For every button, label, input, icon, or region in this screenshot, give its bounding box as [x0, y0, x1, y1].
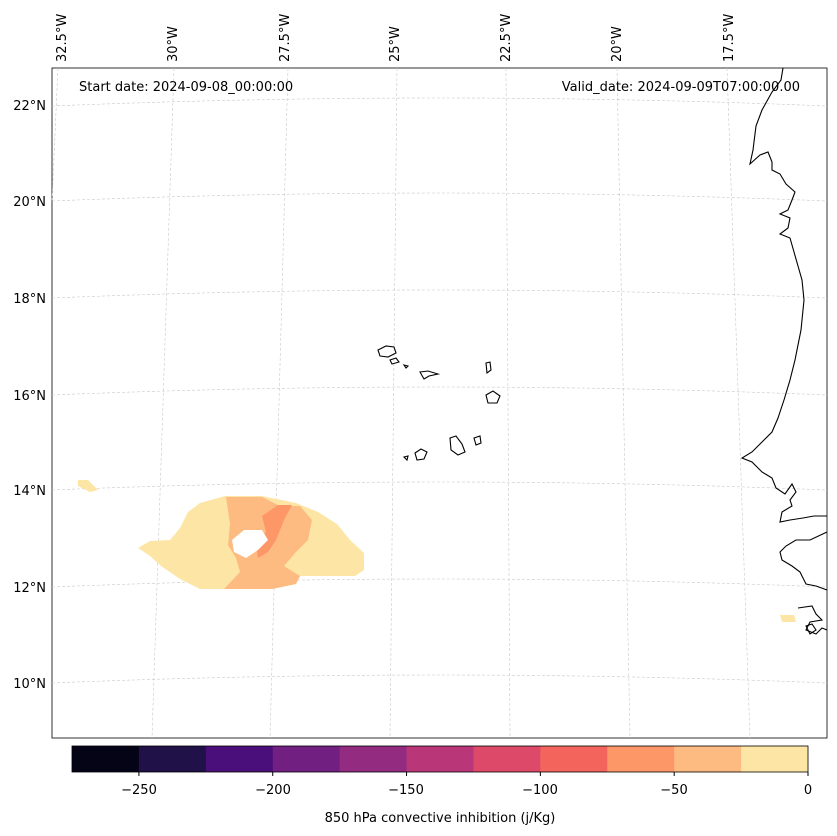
island-fogo — [414, 448, 428, 461]
lat-label: 10°N — [13, 677, 46, 692]
colorbar-label: 850 hPa convective inhibition (j/Kg) — [325, 811, 556, 826]
lat-label: 18°N — [13, 292, 46, 307]
lon-label: 20°W — [610, 26, 625, 62]
colorbar-swatch — [72, 746, 140, 772]
colorbar-swatch — [674, 746, 742, 772]
colorbar-tick-label: −50 — [660, 783, 687, 798]
island-sao-vicente — [389, 357, 400, 365]
cin-shading — [78, 480, 796, 622]
island-boa-vista — [485, 390, 501, 404]
coastlines — [740, 67, 828, 635]
colorbar: −250 −200 −150 −100 −50 0 850 hPa convec… — [71, 745, 812, 826]
lat-label: 20°N — [13, 195, 46, 210]
colorbar-swatch — [272, 746, 341, 772]
guinea-coast — [779, 531, 828, 591]
cin-hole — [232, 530, 268, 558]
island-santo-antao — [377, 345, 397, 358]
island-sao-nicolau — [419, 370, 441, 380]
lat-label: 16°N — [13, 389, 46, 404]
colorbar-tick-label: 0 — [804, 783, 812, 798]
colorbar-tick-labels: −250 −200 −150 −100 −50 0 — [121, 783, 812, 798]
lon-label: 32.5°W — [55, 14, 70, 62]
island-santiago — [449, 435, 466, 456]
colorbar-swatch — [138, 746, 207, 772]
gridlines — [51, 67, 828, 739]
colorbar-tick-label: −250 — [121, 783, 157, 798]
lat-label: 22°N — [13, 99, 46, 114]
colorbar-ticks — [138, 772, 809, 776]
island-sal — [485, 361, 492, 375]
island-santa-luzia — [402, 364, 410, 369]
colorbar-tick-label: −200 — [255, 783, 291, 798]
colorbar-swatch — [741, 746, 809, 772]
colorbar-swatch — [406, 746, 474, 772]
cin-area-0-to-25-coast — [780, 615, 796, 622]
colorbar-swatch — [339, 746, 408, 772]
coast-islet — [805, 623, 817, 635]
lon-label: 25°W — [388, 26, 403, 62]
colorbar-swatch — [607, 746, 675, 772]
cin-area-50-to-75 — [256, 505, 292, 558]
colorbar-outline — [71, 745, 809, 773]
cin-area-0-to-25-small — [78, 480, 98, 492]
latitude-labels: 22°N 20°N 18°N 16°N 14°N 12°N 10°N — [13, 99, 46, 692]
colorbar-tick-label: −150 — [388, 783, 424, 798]
longitude-labels: 32.5°W 30°W 27.5°W 25°W 22.5°W 20°W 17.5… — [55, 14, 737, 62]
lon-label: 22.5°W — [499, 14, 514, 62]
colorbar-tick-label: −100 — [522, 783, 558, 798]
lon-label: 30°W — [166, 26, 181, 62]
cape-verde-islands — [377, 345, 501, 462]
valid-date-label: Valid_date: 2024-09-09T07:00:00.00 — [562, 80, 800, 95]
colorbar-swatch — [473, 746, 541, 772]
african-coastline — [740, 67, 827, 523]
map-frame — [51, 67, 828, 739]
lon-label: 27.5°W — [278, 14, 293, 62]
coast-islands — [797, 605, 828, 635]
colorbar-swatch — [540, 746, 608, 772]
colorbar-swatch — [205, 746, 274, 772]
colorbar-swatches — [72, 746, 809, 772]
island-brava — [402, 455, 409, 462]
lat-label: 14°N — [13, 484, 46, 499]
lon-label: 17.5°W — [722, 14, 737, 62]
start-date-label: Start date: 2024-09-08_00:00:00 — [79, 80, 293, 95]
island-maio — [473, 435, 482, 446]
lat-label: 12°N — [13, 581, 46, 596]
